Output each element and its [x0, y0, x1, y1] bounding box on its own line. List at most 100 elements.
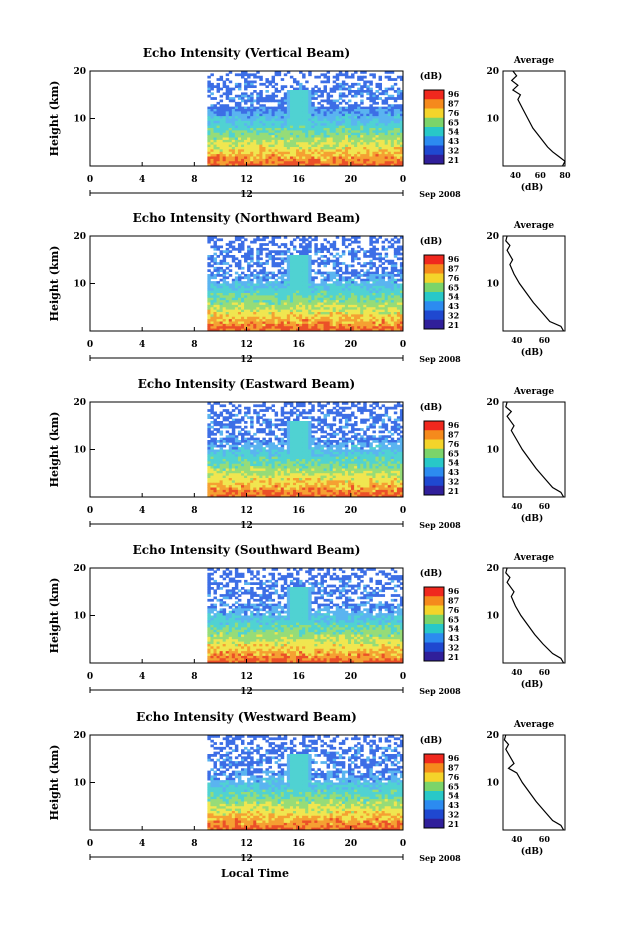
heatmap-cell: [399, 247, 404, 251]
heatmap-cell: [250, 154, 254, 157]
heatmap-cell: [234, 328, 239, 332]
heatmap-cell: [344, 326, 349, 330]
heatmap-cell: [366, 309, 370, 313]
heatmap-cell: [393, 250, 398, 254]
heatmap-cell: [344, 288, 349, 292]
heatmap-cell: [375, 288, 379, 292]
heatmap-cell: [302, 262, 306, 265]
heatmap-cell: [268, 158, 272, 162]
heatmap-cell: [247, 309, 251, 313]
heatmap-cell: [311, 300, 315, 303]
heatmap-cell: [363, 285, 367, 289]
heatmap-cell: [228, 435, 233, 439]
heatmap-cell: [210, 444, 214, 448]
heatmap-cell: [363, 90, 367, 93]
heatmap-cell: [351, 125, 355, 129]
heatmap-cell: [231, 316, 236, 320]
heatmap-cell: [338, 444, 343, 448]
heatmap-cell: [387, 151, 392, 155]
heatmap-cell: [357, 323, 361, 327]
heatmap-cell: [314, 97, 318, 100]
heatmap-cell: [280, 106, 285, 110]
heatmap-cell: [341, 240, 346, 244]
heatmap-cell: [344, 328, 349, 332]
colorbar-swatch: [424, 310, 444, 321]
heatmap-cell: [341, 151, 346, 155]
heatmap-cell: [366, 328, 370, 332]
heatmap-cell: [378, 163, 383, 167]
heatmap-cell: [231, 142, 236, 146]
heatmap-cell: [335, 161, 340, 165]
heatmap-cell: [308, 132, 312, 136]
heatmap-cell: [237, 137, 242, 141]
heatmap-cell: [369, 271, 373, 275]
heatmap-cell: [317, 101, 321, 105]
heatmap-cell: [366, 142, 370, 146]
heatmap-cell: [393, 295, 398, 299]
heatmap-cell: [366, 85, 370, 89]
heatmap-cell: [274, 319, 279, 322]
heatmap-cell: [253, 316, 257, 320]
heatmap-cell: [326, 259, 331, 263]
heatmap-cell: [231, 113, 236, 117]
heatmap-cell: [286, 300, 291, 303]
heatmap-cell: [244, 257, 248, 261]
heatmap-cell: [369, 278, 373, 282]
heatmap-cell: [387, 307, 392, 311]
heatmap-cell: [234, 262, 239, 265]
heatmap-cell: [213, 269, 217, 273]
heatmap-cell: [262, 161, 266, 165]
heatmap-cell: [302, 307, 306, 311]
heatmap-cell: [213, 97, 217, 100]
heatmap-cell: [247, 142, 251, 146]
heatmap-cell: [225, 128, 230, 131]
heatmap-cell: [244, 80, 248, 84]
heatmap-cell: [259, 271, 263, 275]
heatmap-cell: [265, 247, 269, 251]
heatmap-cell: [387, 87, 392, 91]
heatmap-cell: [305, 87, 309, 91]
heatmap-cell: [347, 154, 352, 157]
heatmap-cell: [231, 444, 236, 448]
heatmap-cell: [378, 302, 383, 306]
heatmap-cell: [268, 154, 272, 157]
heatmap-cell: [378, 147, 383, 150]
heatmap-cell: [396, 123, 401, 127]
heatmap-cell: [210, 321, 214, 325]
heatmap-cell: [231, 295, 236, 299]
heatmap-cell: [265, 99, 269, 103]
heatmap-cell: [399, 425, 404, 429]
heatmap-cell: [308, 300, 312, 303]
heatmap-cell: [292, 245, 297, 249]
heatmap-cell: [256, 440, 260, 443]
heatmap-cell: [250, 312, 254, 315]
heatmap-cell: [329, 295, 334, 299]
heatmap-cell: [393, 290, 398, 294]
heatmap-cell: [210, 104, 214, 108]
heatmap-cell: [387, 440, 392, 443]
heatmap-cell: [396, 314, 401, 318]
heatmap-cell: [338, 123, 343, 127]
heatmap-cell: [317, 271, 321, 275]
heatmap-cell: [259, 78, 263, 81]
heatmap-cell: [357, 116, 361, 119]
heatmap-cell: [390, 120, 395, 124]
heatmap-cell: [289, 278, 294, 282]
heatmap-cell: [311, 302, 315, 306]
heatmap-cell: [228, 449, 233, 453]
heatmap-cell: [302, 274, 306, 277]
heatmap-cell: [237, 73, 242, 77]
heatmap-cell: [332, 158, 337, 162]
heatmap-cell: [234, 281, 239, 284]
heatmap-cell: [354, 128, 358, 131]
heatmap-cell: [390, 158, 395, 162]
heatmap-cell: [390, 154, 395, 157]
heatmap-cell: [265, 444, 269, 448]
heatmap-cell: [247, 278, 251, 282]
heatmap-cell: [250, 278, 254, 282]
heatmap-cell: [326, 156, 331, 160]
heatmap-cell: [332, 423, 337, 427]
heatmap-cell: [244, 125, 248, 129]
heatmap-cell: [308, 435, 312, 439]
heatmap-cell: [271, 139, 276, 143]
